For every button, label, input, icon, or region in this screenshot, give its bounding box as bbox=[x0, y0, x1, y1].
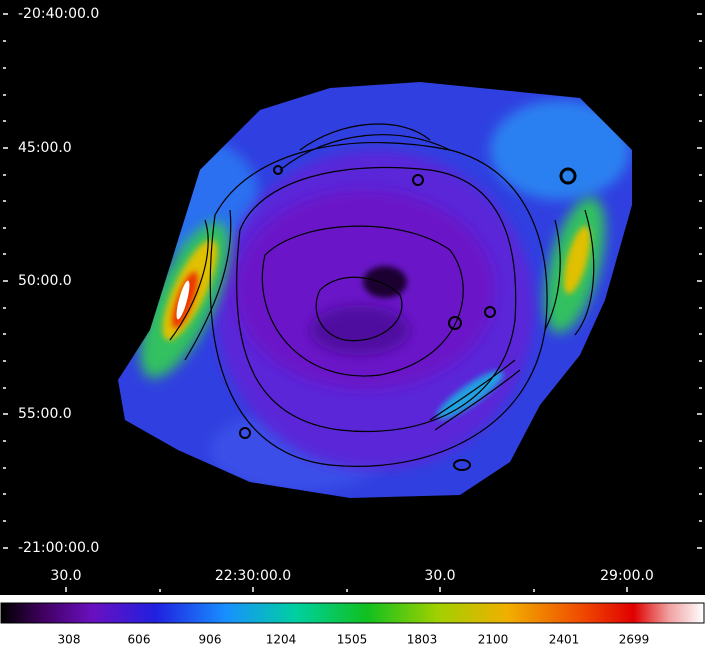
colorbar-tick-label: 2100 bbox=[478, 633, 509, 647]
dec-label: -21:00:00.0 bbox=[18, 540, 99, 556]
ra-label: 30.0 bbox=[50, 568, 81, 584]
colorbar-tick-label: 1505 bbox=[337, 633, 368, 647]
colorbar-ticks: 308 606 906 1204 1505 1803 2100 2401 269… bbox=[58, 633, 650, 647]
nebula bbox=[118, 82, 632, 498]
colorbar-tick-label: 906 bbox=[199, 633, 222, 647]
colorbar-tick-label: 2699 bbox=[619, 633, 650, 647]
dec-label: 50:00.0 bbox=[18, 273, 72, 289]
dec-axis: -20:40:00.0 45:00.0 50:00.0 55:00.0 -21:… bbox=[18, 6, 99, 556]
colorbar-tick-label: 1803 bbox=[407, 633, 438, 647]
colorbar bbox=[0, 602, 705, 624]
dec-label: -20:40:00.0 bbox=[18, 6, 99, 22]
contours bbox=[169, 123, 595, 471]
colorbar-tick-label: 606 bbox=[128, 633, 151, 647]
colorbar-tick-label: 1204 bbox=[266, 633, 297, 647]
colorbar-tick-label: 2401 bbox=[549, 633, 580, 647]
dec-label: 45:00.0 bbox=[18, 140, 72, 156]
dec-label: 55:00.0 bbox=[18, 406, 72, 422]
ticks bbox=[3, 13, 702, 592]
ra-label: 29:00.0 bbox=[600, 568, 654, 584]
ra-axis: 30.0 22:30:00.0 30.0 29:00.0 bbox=[50, 568, 653, 584]
ra-label: 30.0 bbox=[424, 568, 455, 584]
ra-label: 22:30:00.0 bbox=[215, 568, 291, 584]
colorbar-tick-label: 308 bbox=[58, 633, 81, 647]
